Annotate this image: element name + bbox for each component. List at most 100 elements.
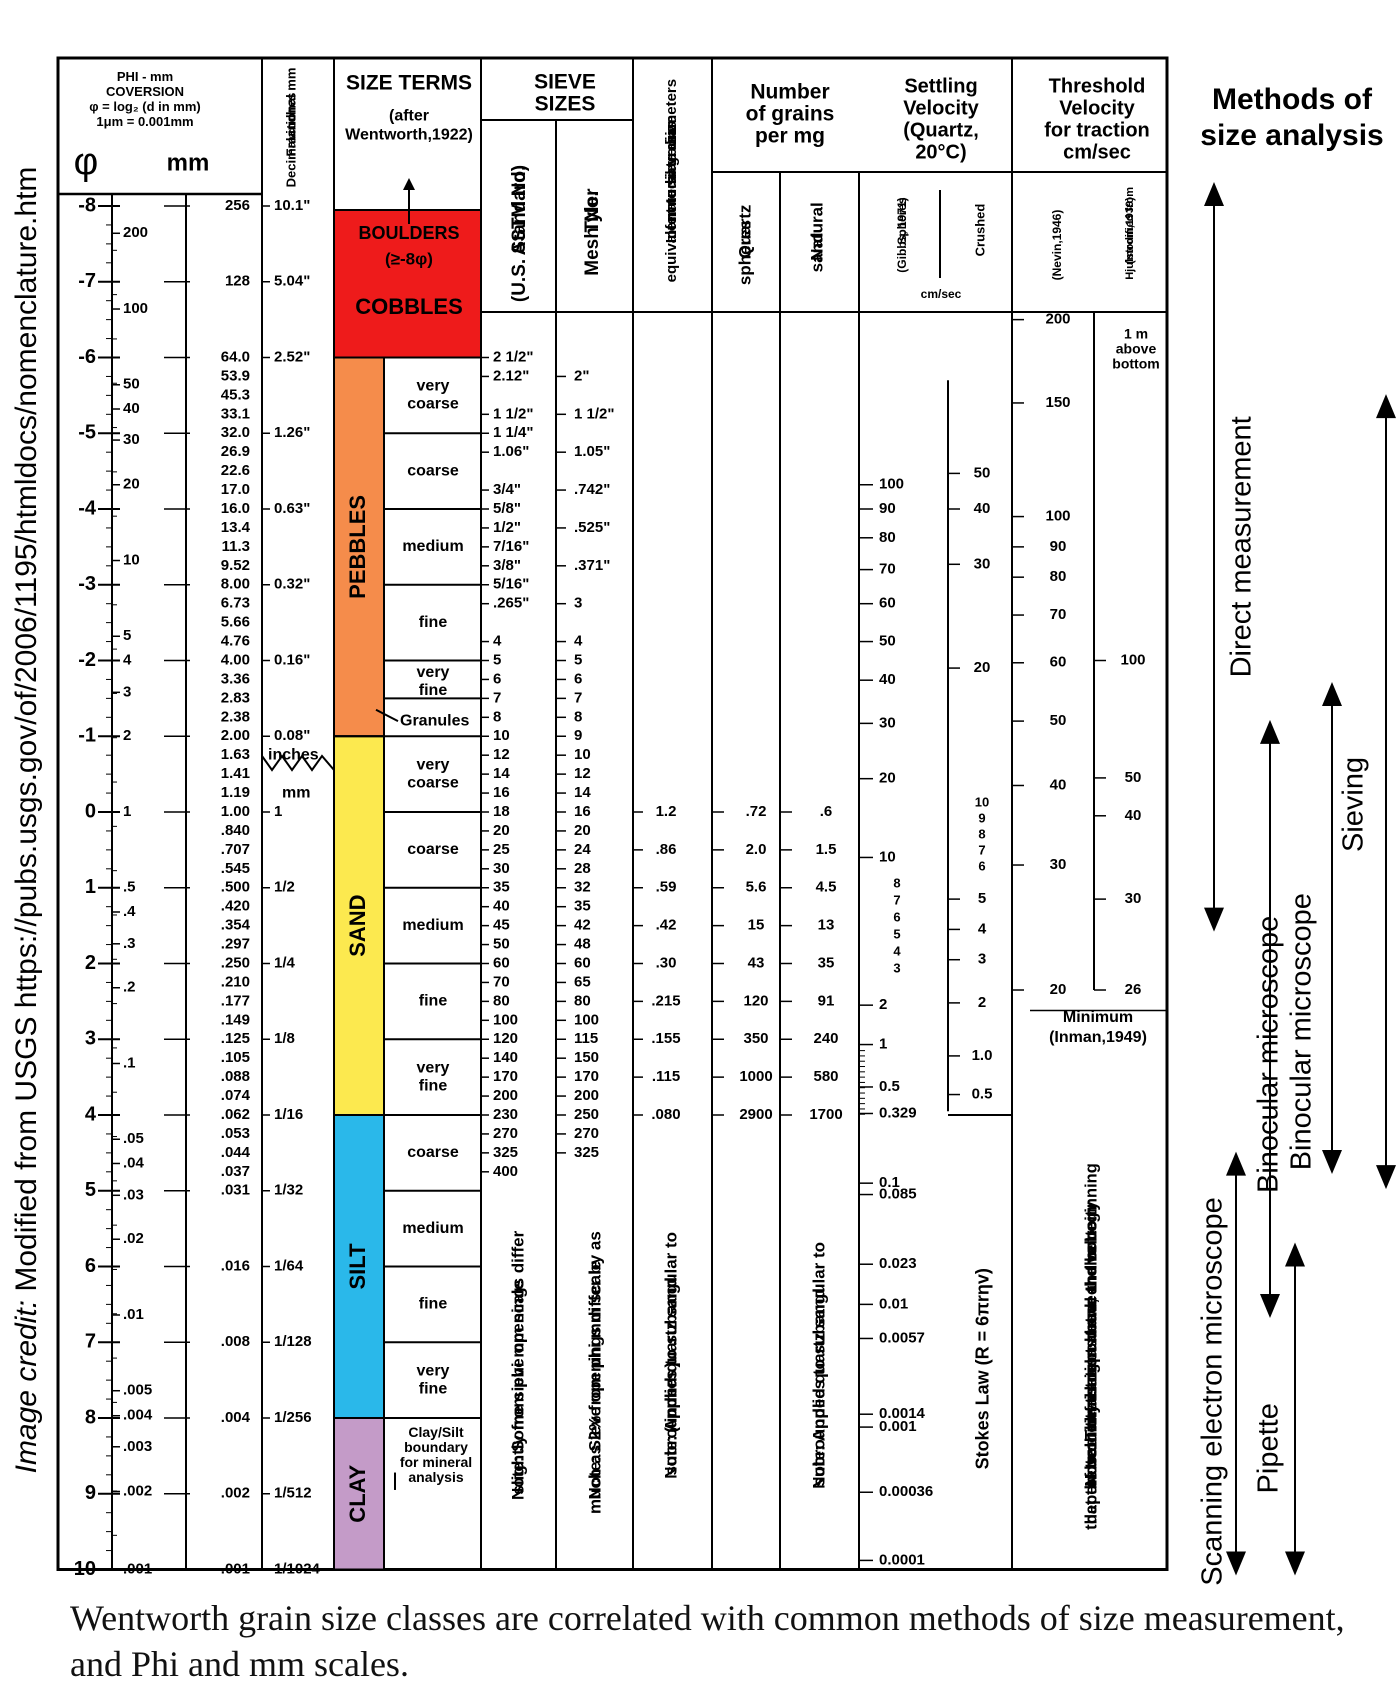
mm-log-label: .5 bbox=[123, 879, 136, 896]
method-arrow-up bbox=[1226, 1151, 1246, 1176]
subclass-label: coarse bbox=[407, 1144, 459, 1161]
subclass-label: fine bbox=[419, 1077, 448, 1094]
settling-sphere-label: 50 bbox=[879, 633, 896, 650]
mm-log-label: .1 bbox=[123, 1054, 136, 1071]
sieve-sizes-header: SIZES bbox=[535, 93, 596, 116]
threshold-note: that the velocity is measured, and on bbox=[1082, 1240, 1100, 1530]
mm-value-label: 8.00 bbox=[221, 576, 250, 593]
astm-label: 30 bbox=[493, 860, 510, 877]
settling-crushed-minor: 10 bbox=[975, 794, 989, 809]
mm-log-label: 3 bbox=[123, 683, 131, 700]
grains-per-mg-header: of grains bbox=[746, 103, 835, 126]
clay-band bbox=[333, 1417, 385, 1571]
fraction-label: 1/4 bbox=[274, 954, 296, 971]
subclass-label: fine bbox=[419, 682, 448, 699]
spheres-gibbs-header: (Gibbs, 1971) bbox=[895, 197, 909, 272]
threshold-velocity-header: for traction bbox=[1044, 119, 1150, 141]
mm-log-label: .01 bbox=[123, 1306, 144, 1323]
quartz-label: 2900 bbox=[739, 1106, 772, 1123]
silt-label: SILT bbox=[345, 1243, 370, 1290]
hjulstrom-label: 26 bbox=[1125, 981, 1142, 998]
scale-break-line bbox=[261, 754, 335, 772]
subclass-label: coarse bbox=[407, 462, 459, 479]
subclass-label: fine bbox=[419, 993, 448, 1010]
tyler-label: 3 bbox=[574, 595, 582, 612]
method-arrow-down bbox=[1285, 1551, 1305, 1576]
crushed-header: Crushed bbox=[972, 204, 987, 257]
settling-crushed-label: 2 bbox=[978, 994, 986, 1011]
above-bottom-label: bottom bbox=[1112, 356, 1159, 372]
astm-label: 7/16" bbox=[493, 538, 529, 555]
intermediate-note: subrounded quartz sand bbox=[661, 1277, 680, 1475]
intermediate-header: of natural grains bbox=[663, 121, 680, 239]
tyler-label: 42 bbox=[574, 917, 591, 934]
fraction-label: 0.32" bbox=[274, 576, 310, 593]
astm-header: (U.S. Standard) bbox=[509, 165, 530, 302]
inches-unit: inches bbox=[268, 746, 319, 763]
astm-label: 50 bbox=[493, 936, 510, 953]
astm-label: 400 bbox=[493, 1163, 518, 1180]
settling-crushed-label: 4 bbox=[978, 920, 987, 937]
nevin-label: 50 bbox=[1050, 712, 1067, 729]
nevin-label: 90 bbox=[1050, 538, 1067, 555]
phi-mm-conversion-header: PHI - mm bbox=[117, 69, 173, 84]
subclass-label: coarse bbox=[407, 774, 459, 791]
settling-velocity-header: (Quartz, bbox=[903, 119, 979, 141]
astm-label: 1 1/4" bbox=[493, 424, 533, 441]
fraction-label: 2.52" bbox=[274, 348, 310, 365]
tyler-label: 7 bbox=[574, 689, 582, 706]
phi-tick-label: 3 bbox=[85, 1028, 96, 1050]
tyler-label: 1 1/2" bbox=[574, 405, 614, 422]
tyler-label: 250 bbox=[574, 1106, 599, 1123]
settling-crushed-minor: 8 bbox=[978, 826, 985, 841]
granules-arrow bbox=[375, 708, 399, 722]
quartz-label: 5.6 bbox=[746, 879, 767, 896]
mm-log-label: .2 bbox=[123, 979, 136, 996]
quartz-spheres-header: Quartz bbox=[735, 205, 754, 259]
granules-label: Granules bbox=[400, 712, 469, 729]
tyler-label: .371" bbox=[574, 557, 610, 574]
clay-label: CLAY bbox=[345, 1464, 370, 1522]
quartz-label: 350 bbox=[743, 1030, 768, 1047]
grains-per-mg-header: Number bbox=[750, 81, 829, 104]
fraction-label: 1/128 bbox=[274, 1333, 312, 1350]
clay-silt-boundary-note: for mineral bbox=[400, 1454, 472, 1470]
astm-label: 80 bbox=[493, 992, 510, 1009]
fractional-header: Fractional mm bbox=[283, 68, 298, 157]
fraction-label: 0.08" bbox=[274, 727, 310, 744]
method-arrow-down bbox=[1376, 1165, 1396, 1190]
phi-tick-label: -3 bbox=[78, 573, 96, 595]
hjulstrom-label: 50 bbox=[1125, 769, 1142, 786]
nevin-label: 20 bbox=[1050, 981, 1067, 998]
phi-tick-label: 10 bbox=[74, 1558, 96, 1580]
settling-crushed-label: 40 bbox=[974, 500, 991, 517]
mm-value-label: .105 bbox=[221, 1049, 250, 1066]
method-arrow-down bbox=[1226, 1551, 1246, 1576]
natural-note: subrounded quartz sand bbox=[809, 1288, 828, 1486]
settling-sphere-label: 0.0001 bbox=[879, 1551, 925, 1568]
method-label: Binocular microscope bbox=[1286, 893, 1318, 1170]
phi-tick-label: 2 bbox=[85, 952, 96, 974]
settling-crushed-label: 20 bbox=[974, 659, 991, 676]
mm-value-label: .250 bbox=[221, 954, 250, 971]
clay-silt-boundary-note: analysis bbox=[408, 1469, 463, 1485]
tyler-label: 35 bbox=[574, 898, 591, 915]
hjulstrom-label: 100 bbox=[1120, 651, 1145, 668]
natural-label: 4.5 bbox=[816, 879, 837, 896]
hjulstrom-header: (modified from bbox=[1124, 187, 1136, 264]
phi-tick-label: 1 bbox=[85, 876, 96, 898]
natural-label: 91 bbox=[818, 992, 835, 1009]
natural-label: 1700 bbox=[809, 1106, 842, 1123]
nevin-label: 100 bbox=[1045, 508, 1070, 525]
tyler-label: 65 bbox=[574, 973, 591, 990]
tyler-label: 5 bbox=[574, 651, 582, 668]
threshold-note: of traction transport and the velocity bbox=[1082, 1201, 1100, 1489]
settling-crushed-minor: 9 bbox=[978, 810, 985, 825]
nevin-label: 60 bbox=[1050, 654, 1067, 671]
method-arrow-up bbox=[1376, 394, 1396, 419]
mm-log-label: .3 bbox=[123, 935, 136, 952]
minimum-label: (Inman,1949) bbox=[1049, 1029, 1147, 1046]
tyler-header: Mesh No. bbox=[582, 191, 603, 275]
mm-value-label: 32.0 bbox=[221, 424, 250, 441]
mm-value-label: 1.63 bbox=[221, 746, 250, 763]
